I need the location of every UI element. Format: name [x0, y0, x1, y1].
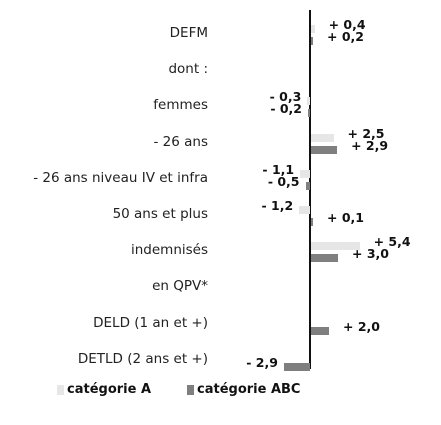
bar-categorie-abc — [311, 326, 329, 335]
category-label: femmes — [153, 97, 208, 114]
category-label: - 26 ans — [153, 133, 209, 150]
data-label: - 0,3 — [269, 89, 302, 105]
category-label: - 26 ans niveau IV et infra — [33, 169, 208, 186]
bar-categorie-a — [311, 133, 334, 142]
category-label: DETLD (2 ans et +) — [77, 350, 208, 367]
bar-categorie-abc — [308, 109, 310, 118]
data-label: - 0,2 — [270, 101, 302, 117]
legend-item-categorie-abc: catégorie ABC — [187, 382, 300, 397]
category-label: en QPV* — [152, 278, 208, 295]
bar-categorie-abc — [311, 254, 338, 263]
bar-categorie-a — [311, 242, 360, 251]
bar-categorie-abc — [311, 37, 313, 45]
bar-categorie-a — [307, 97, 310, 106]
zero-axis — [309, 10, 311, 369]
bar-categorie-a — [299, 206, 310, 214]
data-label: + 0,2 — [327, 29, 364, 44]
category-label: DEFM — [169, 25, 208, 41]
bar-categorie-abc — [311, 145, 338, 154]
legend-swatch-abc — [187, 384, 194, 395]
data-label: - 1,2 — [261, 198, 294, 213]
category-label: 50 ans et plus — [112, 206, 208, 222]
bar-categorie-a — [311, 25, 315, 33]
category-label: indemnisés — [130, 242, 208, 259]
data-label: - 0,5 — [267, 173, 300, 189]
data-label: + 2,5 — [347, 125, 385, 141]
data-label: - 1,1 — [262, 161, 295, 177]
legend-label-a: catégorie A — [67, 382, 152, 397]
data-label: + 0,4 — [328, 17, 366, 32]
data-label: + 2,0 — [343, 318, 380, 334]
data-label: - 2,9 — [246, 354, 278, 370]
data-label: + 0,1 — [327, 210, 364, 225]
bar-categorie-abc — [305, 181, 310, 190]
legend-label-abc: catégorie ABC — [197, 382, 301, 397]
category-label: DELD (1 an et +) — [93, 314, 208, 331]
data-label: + 3,0 — [352, 246, 389, 262]
legend-item-categorie-a: catégorie A — [57, 382, 151, 397]
data-label: + 5,4 — [373, 234, 411, 250]
legend-swatch-a — [57, 384, 64, 395]
data-label: + 2,9 — [351, 137, 389, 153]
category-label: dont : — [168, 61, 208, 78]
bar-categorie-a — [300, 169, 310, 178]
bar-categorie-abc — [311, 218, 313, 226]
bar-categorie-abc — [283, 362, 310, 371]
